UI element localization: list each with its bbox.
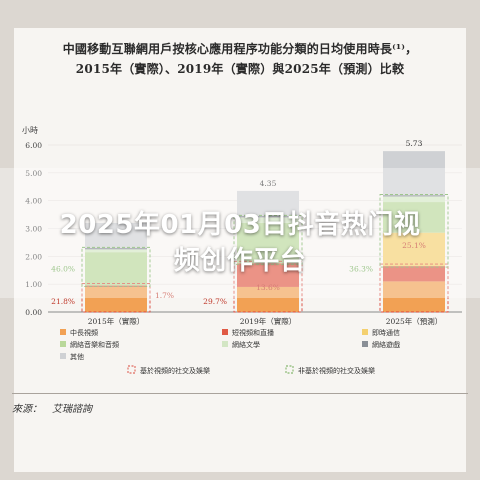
social-group-outline [379,263,449,313]
legend-label: 網絡音樂和音頻 [70,340,119,349]
bar-segment [237,222,299,264]
legend-social-swatch [127,365,136,374]
bar-segment [383,151,445,196]
social-share-label: 29.7% [203,297,227,306]
x-tick-label: 2025年（預測） [386,316,443,326]
legend-swatch [60,353,66,359]
source-note: 來源： 艾瑞諮詢 [12,404,92,415]
bar-segment [383,232,445,267]
legend-label: 即時通信 [372,328,400,337]
legend-social-label: 基於視頻的社交及娛樂 [140,366,210,375]
bar-segment [237,286,299,312]
y-tick-label: 5.00 [25,169,42,178]
social-group-outline [233,260,303,313]
nonsocial-share-label: 36.3% [349,265,373,274]
legend-label: 網絡文學 [232,340,260,349]
bar-segment [383,281,445,312]
nonsocial-group-outline [233,214,303,265]
bar-segment [237,215,299,218]
y-tick-label: 2.00 [25,252,42,261]
x-tick-label: 2019年（實際） [240,316,297,326]
bar-segment [85,247,147,250]
legend-label: 其他 [70,352,84,361]
bar-segment [383,195,445,197]
bar-total-label: 4.35 [260,179,277,188]
watermark-banner [0,168,480,298]
legend-swatch [222,341,228,347]
legend-nonsocial-label: 非基於視頻的社交及娛樂 [298,366,375,375]
legend-label: 中長視頻 [70,328,98,337]
bar-segment [85,252,147,286]
overlay-title-line2: 频创作平台 [173,246,307,276]
nonsocial-share-label: 46.0% [51,265,75,274]
bar-segment [237,217,299,223]
legend-label: 網絡遊戲 [372,340,400,349]
bar-segment [237,263,299,287]
y-tick-label: 1.00 [25,280,42,289]
legend-label: 短視頻和直播 [232,328,274,337]
chart-title-line1: 中國移動互聯網用戶按核心應用程序功能分類的日均使用時長⁽¹⁾， [62,42,418,56]
bar-segment [85,222,147,248]
y-tick-label: 6.00 [25,141,42,150]
legend-swatch [60,329,66,335]
y-tick-label: 0.00 [25,308,42,317]
overlay-title-line1: 2025年01月03日抖音热门视 [59,210,421,240]
bar-segment [85,249,147,253]
y-tick-label: 4.00 [25,197,42,206]
nonsocial-group-outline [81,246,151,288]
legend-swatch [222,329,228,335]
bar-segment [383,196,445,203]
x-tick-label: 2015年（實際） [88,316,145,326]
y-tick-label: 3.00 [25,225,42,234]
source-divider [12,393,468,394]
bar-segment [237,190,299,216]
short-video-share-label: 1.7% [155,291,174,300]
social-group-outline [81,283,151,313]
chart-title-line2: 2015年（實際）、2019年（實際）與2025年（預測）比較 [75,62,405,76]
legend-nonsocial-swatch [285,365,294,374]
inbar-share-label: 25.1% [402,241,426,250]
bar-total-label: 5.73 [406,139,423,148]
legend-swatch [362,329,368,335]
bar-segment [85,286,147,312]
bar-segment [383,202,445,233]
legend-swatch [60,341,66,347]
legend-swatch [362,341,368,347]
inbar-share-label: 13.6% [256,283,280,292]
y-axis-label: 小時 [22,126,38,135]
bar-segment [383,266,445,282]
social-share-label: 21.8% [51,297,75,306]
